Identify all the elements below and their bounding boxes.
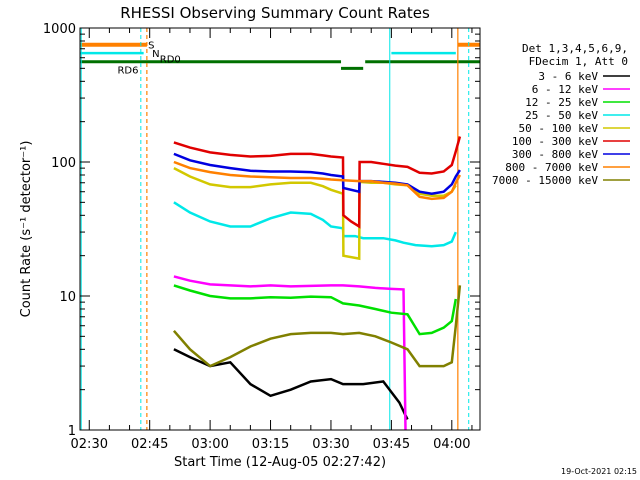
event-markers — [80, 28, 470, 430]
flag-label-rd0: RD0 — [160, 55, 181, 66]
x-axis: 02:30 02:45 03:00 03:15 03:30 03:45 04:00 — [71, 28, 473, 452]
x-axis-label: Start Time (12-Aug-05 02:27:42) — [174, 455, 386, 470]
chart-title: RHESSI Observing Summary Count Rates — [120, 4, 430, 22]
plot-frame — [79, 27, 481, 431]
legend-entry-label: 12 - 25 keV — [525, 96, 598, 109]
flag-label-rd6: RD6 — [117, 66, 138, 77]
series-line — [173, 275, 407, 431]
series-line — [173, 166, 457, 261]
series-group — [172, 136, 462, 431]
series-line — [173, 136, 462, 229]
y-tick-label: 1000 — [43, 22, 76, 37]
x-tick-label: 03:30 — [312, 437, 349, 452]
legend-entry-label: 800 - 7000 keV — [505, 161, 598, 174]
x-tick-label: 02:30 — [71, 437, 108, 452]
x-tick-label: 02:45 — [131, 437, 168, 452]
series-line — [173, 284, 458, 336]
x-tick-label: 03:15 — [252, 437, 289, 452]
legend: Det 1,3,4,5,6,9,FDecim 1, Att 0 3 - 6 keV… — [492, 42, 630, 187]
y-tick-label: 10 — [59, 290, 76, 305]
legend-entry-label: 3 - 6 keV — [538, 70, 598, 83]
footer-date: 19-Oct-2021 02:15 — [561, 467, 637, 476]
y-axis: 1 10 100 1000 — [43, 22, 480, 439]
series-line — [173, 152, 461, 195]
legend-entry-label: 50 - 100 keV — [519, 122, 599, 135]
legend-entry-label: 100 - 300 keV — [512, 135, 598, 148]
y-tick-label: 100 — [51, 156, 76, 171]
flag-label-n: N — [152, 49, 159, 60]
legend-entry-label: 6 - 12 keV — [532, 83, 599, 96]
legend-entry-label: 300 - 800 keV — [512, 148, 598, 161]
x-tick-label: 03:00 — [191, 437, 228, 452]
y-axis-label: Count Rate (s⁻¹ detector⁻¹) — [19, 141, 34, 318]
flag-label-s: S — [148, 41, 154, 52]
x-tick-label: 03:45 — [373, 437, 410, 452]
x-tick-label: 04:00 — [433, 437, 470, 452]
y-tick-label: 1 — [68, 424, 76, 439]
series-line — [173, 160, 462, 201]
legend-entry-label: 25 - 50 keV — [525, 109, 598, 122]
series-line — [172, 285, 462, 368]
legend-header: Det 1,3,4,5,6,9, — [522, 42, 628, 55]
legend-entry-label: 7000 - 15000 keV — [492, 174, 598, 187]
legend-header: FDecim 1, Att 0 — [529, 55, 628, 68]
